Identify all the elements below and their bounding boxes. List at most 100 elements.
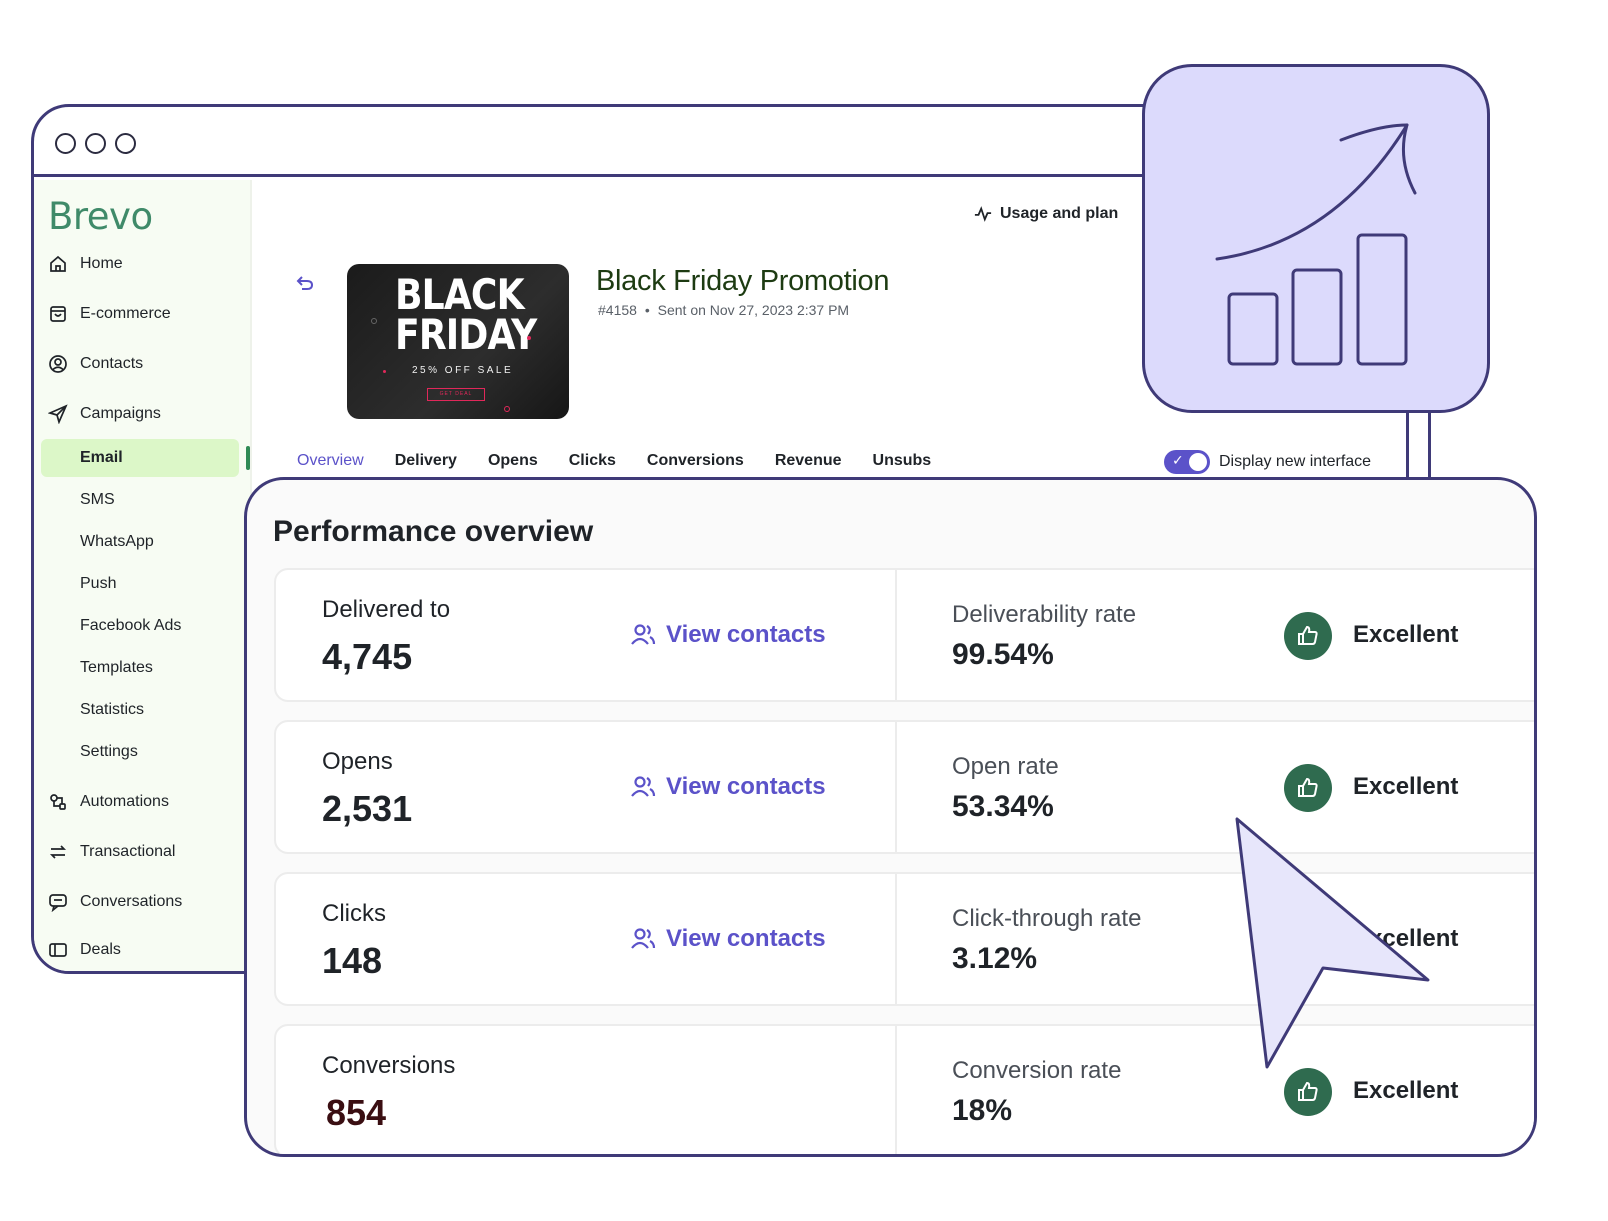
sidebar-item-home[interactable]: Home: [48, 252, 123, 276]
campaign-id: #4158: [598, 302, 637, 318]
sidebar-item-label: Deals: [80, 941, 121, 958]
rate-label: Conversion rate: [952, 1057, 1122, 1084]
tab-delivery[interactable]: Delivery: [394, 452, 457, 469]
user-circle-icon: [49, 355, 67, 373]
tab-revenue[interactable]: Revenue: [774, 452, 842, 469]
window-minimize-button[interactable]: [85, 133, 106, 154]
rate-value: 53.34%: [952, 790, 1054, 823]
mouse-cursor-icon: [1235, 817, 1430, 1069]
tab-opens[interactable]: Opens: [487, 452, 538, 469]
users-icon: [631, 776, 656, 797]
users-icon: [631, 624, 656, 645]
performance-title: Performance overview: [273, 515, 594, 548]
view-contacts-link[interactable]: View contacts: [630, 925, 826, 953]
badge-label: Excellent: [1353, 773, 1459, 800]
badge-label: Excellent: [1353, 1077, 1459, 1104]
tab-overview[interactable]: Overview: [297, 452, 364, 469]
sidebar-subitem-settings[interactable]: Settings: [80, 743, 138, 760]
back-arrow-icon: [296, 276, 314, 290]
sidebar-subitem-templates[interactable]: Templates: [80, 659, 153, 676]
window-controls: [55, 133, 136, 154]
row-divider: [895, 874, 897, 1004]
sidebar-item-deals[interactable]: Deals: [48, 938, 121, 962]
sidebar-item-conversations[interactable]: Conversations: [48, 890, 182, 914]
automation-icon: [50, 794, 66, 810]
tab-conversions[interactable]: Conversions: [646, 452, 744, 469]
sidebar: Brevo Home E-commerce Contacts Campaigns…: [34, 180, 252, 971]
metric-label: Conversions: [322, 1052, 456, 1079]
view-contacts-label: View contacts: [666, 773, 826, 800]
banner-spark: [371, 318, 377, 324]
paper-plane-icon: [48, 404, 68, 424]
sidebar-active-highlight: [41, 439, 239, 477]
sidebar-subitem-statistics[interactable]: Statistics: [80, 701, 145, 718]
view-contacts-label: View contacts: [666, 621, 826, 648]
metric-label: Delivered to: [322, 596, 451, 623]
sidebar-subitem-sms[interactable]: SMS: [80, 491, 115, 508]
window-close-button[interactable]: [55, 133, 76, 154]
activity-icon: [974, 206, 992, 222]
banner-sale-text: 25% OFF SALE: [412, 365, 514, 376]
rate-value: 18%: [952, 1094, 1013, 1127]
sidebar-item-automations[interactable]: Automations: [48, 790, 169, 814]
toggle-knob: [1189, 453, 1207, 471]
view-contacts-link[interactable]: View contacts: [630, 773, 826, 801]
metric-row-conversions: Conversions 854 Conversion rate 18% Exce…: [274, 1024, 1534, 1154]
users-icon: [631, 928, 656, 949]
chat-icon: [49, 894, 67, 912]
title-bar: [34, 107, 1428, 177]
sidebar-item-contacts[interactable]: Contacts: [48, 352, 143, 376]
tab-unsubs[interactable]: Unsubs: [872, 452, 932, 469]
excellent-badge: [1284, 612, 1332, 660]
metric-value: 148: [322, 940, 383, 981]
window-maximize-button[interactable]: [115, 133, 136, 154]
sidebar-item-campaigns[interactable]: Campaigns: [48, 402, 161, 426]
sidebar-item-label: Conversations: [80, 893, 183, 910]
campaign-meta: #4158 • Sent on Nov 27, 2023 2:37 PM: [598, 302, 849, 318]
metric-row-opens: Opens 2,531 View contacts Open rate 53.3…: [274, 720, 1534, 854]
campaign-thumbnail[interactable]: BLACK FRIDAY 25% OFF SALE GET DEAL: [347, 264, 569, 419]
sidebar-item-label: Transactional: [80, 843, 176, 860]
usage-and-plan-link[interactable]: Usage and plan: [974, 205, 1118, 223]
meta-separator: •: [644, 302, 650, 318]
new-interface-toggle-group: ✓ Display new interface: [1164, 450, 1371, 474]
sidebar-item-ecommerce[interactable]: E-commerce: [48, 302, 171, 326]
sidebar-subitem-facebook-ads[interactable]: Facebook Ads: [80, 617, 182, 634]
check-icon: ✓: [1172, 452, 1184, 468]
sidebar-item-label: Campaigns: [80, 405, 161, 422]
growth-chart-illustration: [1142, 64, 1490, 413]
metric-row-delivered: Delivered to 4,745 View contacts Deliver…: [274, 568, 1534, 702]
brand-logo[interactable]: Brevo: [48, 195, 153, 238]
shopping-bag-icon: [50, 306, 66, 322]
row-divider: [895, 1026, 897, 1154]
sidebar-item-transactional[interactable]: Transactional: [48, 840, 175, 864]
sidebar-subitem-push[interactable]: Push: [80, 575, 117, 592]
thumbs-up-icon: [1298, 625, 1318, 645]
row-divider: [895, 722, 897, 852]
metric-value: 2,531: [322, 788, 413, 829]
view-contacts-link[interactable]: View contacts: [630, 621, 826, 649]
rate-value: 3.12%: [952, 942, 1038, 975]
badge-label: Excellent: [1353, 621, 1459, 648]
banner-line1: BLACK: [395, 270, 525, 319]
new-interface-toggle[interactable]: ✓: [1164, 450, 1210, 474]
back-button[interactable]: [296, 275, 314, 296]
thumbs-up-icon: [1298, 777, 1318, 797]
metric-value: 4,745: [322, 636, 413, 677]
growth-chart-icon: [1215, 123, 1417, 366]
performance-overview-panel: Performance overview Delivered to 4,745 …: [244, 477, 1537, 1157]
connector-line: [1406, 411, 1409, 477]
sidebar-subitem-email[interactable]: Email: [80, 449, 123, 466]
banner-line2: FRIDAY: [395, 310, 537, 359]
sidebar-active-indicator: [246, 446, 250, 470]
sidebar-item-label: Contacts: [80, 355, 144, 372]
tab-clicks[interactable]: Clicks: [568, 452, 616, 469]
thumbs-up-icon: [1298, 1081, 1318, 1101]
sidebar-subitem-whatsapp[interactable]: WhatsApp: [80, 533, 154, 550]
banner-spark: [383, 370, 386, 373]
rate-value: 99.54%: [952, 638, 1054, 671]
home-icon: [50, 255, 66, 272]
excellent-badge: [1284, 1068, 1332, 1116]
toggle-label: Display new interface: [1219, 453, 1372, 470]
banner-spark: [504, 406, 510, 412]
